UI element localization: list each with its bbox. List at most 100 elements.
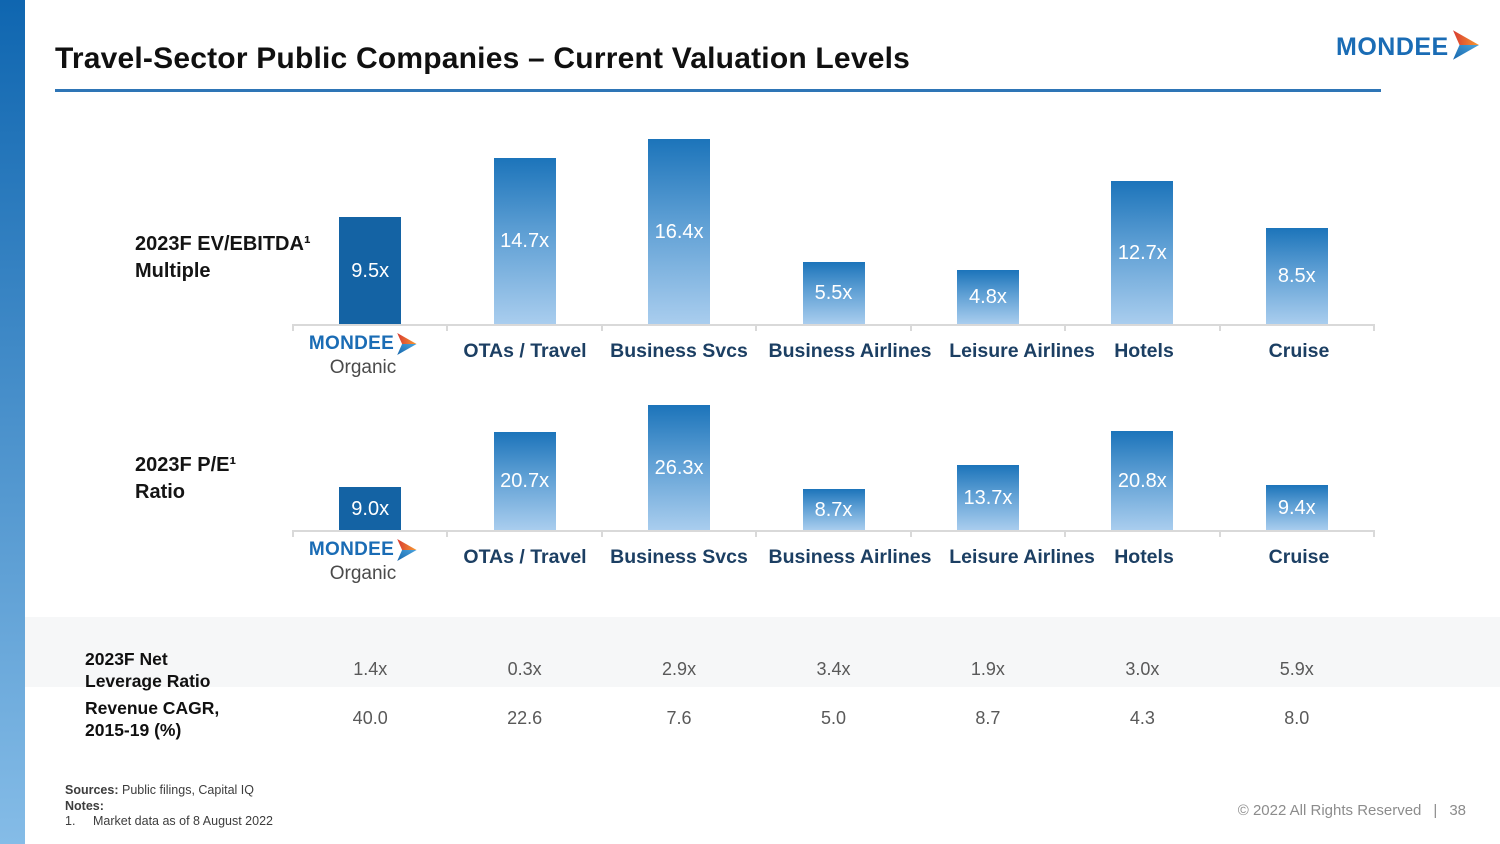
chart2-category-label-business-airlines: Business Airlines — [768, 546, 932, 568]
chart2-axis-tick — [292, 530, 294, 537]
table-value: 8.7 — [975, 708, 1001, 728]
table-value: 3.4x — [816, 659, 851, 679]
mondee-arrow-icon — [397, 333, 417, 355]
mondee-arrow-icon — [1452, 30, 1479, 60]
copyright-line: © 2022 All Rights Reserved | 38 — [1238, 802, 1466, 819]
bar-value-label: 8.7x — [814, 498, 853, 521]
chart2-axis-title: 2023F P/E¹ Ratio — [135, 452, 236, 506]
page-number: 38 — [1449, 802, 1466, 819]
chart1-category-label-cruise: Cruise — [1268, 340, 1330, 362]
title-underline — [55, 89, 1381, 92]
sources-line: Sources: Public filings, Capital IQ — [65, 783, 273, 799]
bar-value-label: 9.0x — [351, 497, 390, 520]
mondee-logo-text: MONDEE — [308, 333, 395, 354]
chart2-bar-business-svcs: 26.3x — [648, 405, 711, 530]
chart1-bar-business-airlines: 5.5x — [802, 262, 865, 324]
chart2-axis-tick — [1373, 530, 1375, 537]
chart1-axis-tick — [292, 324, 294, 331]
notes-label: Notes: — [65, 798, 104, 813]
chart1-axis-tick — [1373, 324, 1375, 331]
chart2-axis-title-line1: 2023F P/E¹ — [135, 454, 237, 476]
table-value: 2.9x — [662, 659, 697, 679]
mondee-logo-small: MONDEE — [309, 333, 417, 355]
chart2-bar-mondee-organic: 9.0x — [339, 487, 402, 530]
chart2-axis-title-line2: Ratio — [135, 481, 185, 503]
chart2-bar-business-airlines: 8.7x — [802, 489, 865, 530]
chart1-category-label-hotels: Hotels — [1114, 340, 1174, 362]
chart1-axis-tick — [1064, 324, 1067, 331]
chart1-axis-title: 2023F EV/EBITDA¹ Multiple — [135, 231, 311, 285]
table-value: 1.9x — [970, 659, 1005, 679]
bar-value-label: 13.7x — [963, 486, 1013, 509]
chart1-bar-mondee-organic: 9.5x — [339, 217, 402, 324]
table-value: 4.3 — [1129, 708, 1155, 728]
table-value: 5.9x — [1279, 659, 1314, 679]
bar-value-label: 8.5x — [1277, 265, 1316, 287]
bar-value-label: 26.3x — [654, 456, 704, 479]
mondee-logo: MONDEE — [1336, 30, 1479, 65]
chart2-category-label-cruise: Cruise — [1268, 546, 1330, 568]
table-row-label-line: Leverage Ratio — [85, 671, 211, 691]
copyright-separator: | — [1433, 802, 1438, 819]
chart2-axis-tick — [446, 530, 449, 537]
chart2-category-label-otas-travel: OTAs / Travel — [463, 546, 587, 568]
table-value: 1.4x — [353, 659, 388, 679]
page-title: Travel-Sector Public Companies – Current… — [55, 42, 911, 75]
chart2-bar-leisure-airlines: 13.7x — [956, 465, 1019, 530]
table-row-band — [25, 617, 1500, 687]
bar-value-label: 5.5x — [814, 282, 853, 304]
chart2-axis-tick — [1064, 530, 1067, 537]
table-row-label-line: Revenue CAGR, — [85, 698, 220, 718]
bar-value-label: 20.8x — [1117, 469, 1167, 492]
chart2-axis-tick — [909, 530, 912, 537]
table-value: 3.0x — [1125, 659, 1160, 679]
mondee-logo-text: MONDEE — [1336, 33, 1449, 61]
chart1-category-label-otas-travel: OTAs / Travel — [463, 340, 587, 362]
bar-value-label: 9.5x — [351, 259, 390, 282]
chart2-bar-otas-travel: 20.7x — [493, 432, 556, 530]
chart1-bar-leisure-airlines: 4.8x — [956, 270, 1019, 324]
mondee-arrow-icon — [397, 539, 417, 561]
chart1-axis-tick — [600, 324, 603, 331]
chart2-x-axis-line — [293, 530, 1374, 532]
chart2-axis-tick — [600, 530, 603, 537]
copyright-text: © 2022 All Rights Reserved — [1237, 802, 1422, 819]
table-value: 22.6 — [507, 708, 543, 728]
note-1: 1. Market data as of 8 August 2022 — [65, 814, 273, 830]
sources-label: Sources: — [65, 783, 119, 797]
chart1-bar-cruise: 8.5x — [1265, 228, 1328, 324]
chart1-axis-title-line2: Multiple — [135, 260, 211, 282]
bar-value-label: 20.7x — [500, 470, 550, 492]
chart1-axis-tick — [1218, 324, 1221, 331]
mondee-logo-text: MONDEE — [308, 539, 395, 560]
mondee-logo-small: MONDEE — [309, 539, 417, 561]
chart2-category-label-business-svcs: Business Svcs — [610, 546, 748, 568]
note-1-text: Market data as of 8 August 2022 — [93, 814, 273, 828]
chart1-axis-tick — [755, 324, 758, 331]
chart2-axis-tick — [1218, 530, 1221, 537]
chart2-category-label-leisure-airlines: Leisure Airlines — [949, 546, 1095, 568]
table-row-label-leverage: 2023F Net Leverage Ratio — [85, 648, 210, 692]
table-value: 0.3x — [507, 659, 542, 679]
mondee-arrow-icon — [1452, 30, 1479, 65]
chart1-category-label-leisure-airlines: Leisure Airlines — [949, 340, 1095, 362]
bar-value-label: 14.7x — [500, 230, 550, 252]
category-sublabel: Organic — [329, 563, 397, 584]
chart2-category-label-hotels: Hotels — [1114, 546, 1174, 568]
chart1-category-label-business-airlines: Business Airlines — [768, 340, 932, 362]
table-value: 40.0 — [352, 708, 388, 728]
bar-value-label: 9.4x — [1277, 496, 1316, 519]
chart1-x-axis-line — [293, 324, 1374, 326]
chart1-category-label-business-svcs: Business Svcs — [610, 340, 748, 362]
chart1-bar-hotels: 12.7x — [1111, 181, 1174, 324]
left-accent-bar — [0, 0, 25, 844]
chart2-bar-cruise: 9.4x — [1265, 485, 1328, 530]
chart1-category-mondee-organic: MONDEE Organic — [309, 333, 417, 379]
category-sublabel: Organic — [329, 357, 397, 378]
table-row-label-line: 2015-19 (%) — [85, 720, 182, 740]
bar-value-label: 12.7x — [1117, 241, 1167, 264]
bar-value-label: 16.4x — [654, 220, 704, 243]
chart1-bar-business-svcs: 16.4x — [648, 139, 711, 324]
chart1-axis-title-line1: 2023F EV/EBITDA¹ — [135, 233, 311, 255]
